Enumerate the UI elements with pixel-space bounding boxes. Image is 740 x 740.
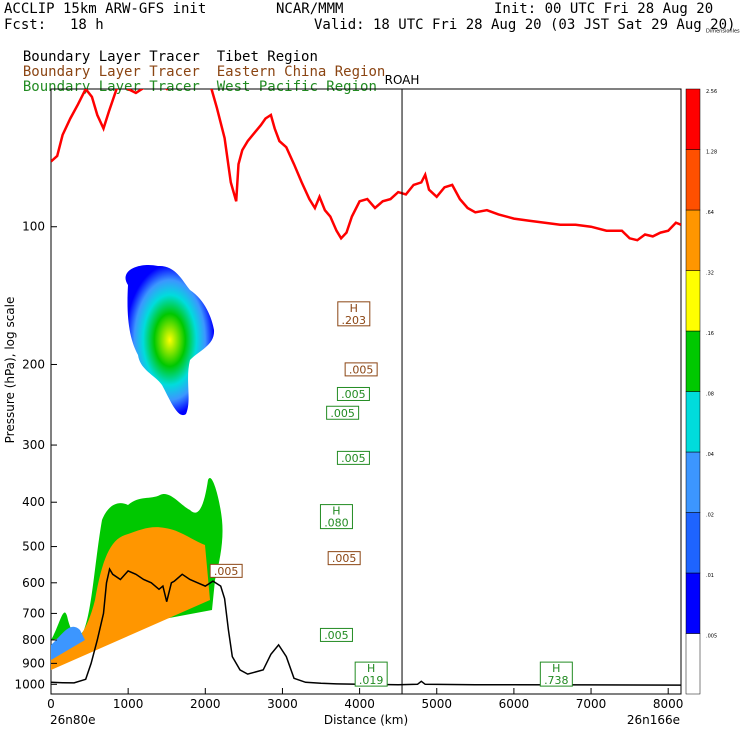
contour-label-value: .005	[214, 565, 239, 578]
contour-label: .005	[344, 362, 378, 377]
colorbar-swatch	[685, 270, 701, 332]
terrain-line	[51, 567, 681, 686]
colorbar-swatch	[685, 572, 701, 634]
station-label: ROAH	[385, 73, 420, 87]
legend-region: Eastern China Region	[216, 64, 386, 80]
y-tick-label: 300	[22, 438, 45, 452]
x-tick-label: 5000	[421, 697, 452, 711]
contour-label: .005	[336, 450, 370, 465]
contour-label: H.738	[539, 661, 573, 687]
colorbar-label: .32	[706, 271, 714, 277]
colorbar-swatch	[685, 209, 701, 271]
contour-label-value: .080	[324, 517, 349, 530]
legend-name: Boundary Layer Tracer	[22, 64, 200, 80]
y-tick-label: 800	[22, 633, 45, 647]
x-tick-label: 6000	[499, 697, 530, 711]
y-tick-label: 200	[22, 357, 45, 371]
tracer-field	[51, 264, 223, 670]
contour-label: .005	[209, 563, 243, 578]
contour-label-text: H	[367, 662, 375, 675]
valid-label: Valid: 18 UTC Fri 28 Aug 20 (03 JST Sat …	[314, 17, 736, 33]
org-label: NCAR/MMM	[276, 1, 344, 17]
colorbar-label: .005	[706, 634, 717, 640]
y-tick-label: 1000	[14, 677, 45, 691]
y-tick-label: 400	[22, 495, 45, 509]
colorbar-label: 2.56	[706, 89, 717, 95]
colorbar-label: .01	[706, 573, 714, 579]
upper-tracer-blob	[125, 264, 215, 416]
colorbar-swatch	[685, 88, 701, 150]
x-tick-label: 0	[47, 697, 55, 711]
colorbar-swatch	[685, 149, 701, 211]
colorbar-label: .16	[706, 331, 714, 337]
x-tick-label: 2000	[190, 697, 221, 711]
contour-label-value: .019	[359, 674, 384, 687]
contour-label-value: .005	[324, 629, 349, 642]
colorbar-swatch	[685, 633, 701, 695]
y-tick-label: 700	[22, 606, 45, 620]
x-tick-label: 4000	[344, 697, 375, 711]
lower-tracer-edge	[51, 626, 85, 660]
contour-label: .005	[326, 405, 360, 420]
legend-name: Boundary Layer Tracer	[22, 49, 200, 65]
contour-label-text: H	[350, 302, 358, 315]
y-tick-label: 500	[22, 540, 45, 554]
colorbar-swatch	[685, 330, 701, 392]
model-title: ACCLIP 15km ARW-GFS init	[4, 1, 207, 17]
x-tick-label: 3000	[267, 697, 298, 711]
contour-label-value: .005	[330, 407, 355, 420]
legend-item-eastern-china: Boundary Layer Tracer Eastern China Regi…	[6, 50, 385, 80]
contour-label-value: .203	[342, 314, 367, 327]
legend-region: Tibet Region	[216, 49, 318, 65]
plot-frame	[50, 88, 682, 695]
right-endpoint-label: 26n166e	[627, 713, 680, 727]
x-axis-title: Distance (km)	[324, 713, 408, 727]
colorbar-swatch	[685, 391, 701, 453]
fcst-value: 18 h	[70, 17, 104, 33]
contour-label-text: H	[552, 662, 560, 675]
lower-tracer-core	[51, 527, 210, 670]
colorbar-label: Dimensionless	[706, 29, 740, 35]
colorbar-label: .04	[706, 452, 714, 458]
colorbar-swatch	[685, 451, 701, 513]
contour-label-value: .005	[341, 452, 366, 465]
contour-label-value: .738	[544, 674, 569, 687]
y-axis-title: Pressure (hPa), log scale	[3, 297, 17, 444]
contour-label: H.080	[319, 504, 353, 530]
contour-label: .005	[327, 551, 361, 566]
contour-label: .005	[336, 386, 370, 401]
left-endpoint-label: 26n80e	[50, 713, 96, 727]
colorbar-label: .02	[706, 513, 714, 519]
contour-label: H.203	[337, 301, 371, 327]
legend-region: West Pacific Region	[216, 79, 377, 95]
colorbar-label: .64	[706, 210, 714, 216]
x-tick-label: 7000	[576, 697, 607, 711]
x-tick-label: 1000	[113, 697, 144, 711]
legend-item-tibet: Boundary Layer Tracer Tibet Region	[6, 35, 318, 65]
x-tick-label: 8000	[653, 697, 684, 711]
contour-label: .005	[319, 627, 353, 642]
colorbar: .005 .01 .02 .04 .08 .16 .32 .64 1.28 2.56 Dimensi…	[685, 29, 740, 695]
init-label: Init: 00 UTC Fri 28 Aug 20	[494, 1, 714, 17]
colorbar-label: .08	[706, 392, 714, 398]
contour-label-value: .005	[332, 552, 357, 565]
contour-label-value: .005	[349, 363, 374, 376]
fcst-label: Fcst:	[4, 17, 47, 33]
y-tick-label: 600	[22, 576, 45, 590]
y-tick-label: 100	[22, 220, 45, 234]
y-tick-label: 900	[22, 656, 45, 670]
contour-label-value: .005	[341, 388, 366, 401]
contour-label-text: H	[332, 505, 340, 518]
tropopause-line	[51, 89, 681, 242]
legend-item-west-pacific: Boundary Layer Tracer West Pacific Regio…	[6, 65, 377, 95]
contour-label: H.019	[354, 661, 388, 687]
colorbar-label: 1.28	[706, 150, 717, 156]
colorbar-swatch	[685, 512, 701, 574]
